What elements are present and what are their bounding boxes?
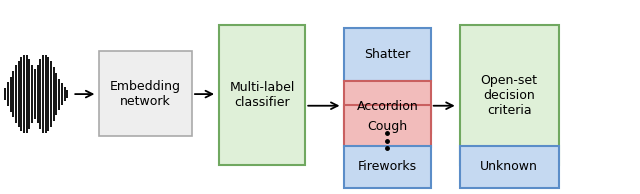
Text: Cough: Cough — [367, 120, 408, 133]
Text: Shatter: Shatter — [364, 48, 411, 61]
FancyBboxPatch shape — [344, 28, 431, 81]
Text: Multi-label
classifier: Multi-label classifier — [229, 81, 295, 109]
FancyBboxPatch shape — [344, 81, 431, 133]
Text: Fireworks: Fireworks — [358, 160, 417, 173]
Text: Open-set
decision
criteria: Open-set decision criteria — [481, 74, 538, 117]
Text: Embedding
network: Embedding network — [110, 80, 181, 108]
Text: Unknown: Unknown — [480, 160, 538, 173]
FancyBboxPatch shape — [460, 25, 559, 165]
FancyBboxPatch shape — [99, 51, 192, 136]
FancyBboxPatch shape — [219, 25, 305, 165]
FancyBboxPatch shape — [344, 105, 431, 147]
FancyBboxPatch shape — [344, 146, 431, 188]
FancyBboxPatch shape — [460, 146, 559, 188]
Text: Accordion: Accordion — [356, 100, 419, 113]
